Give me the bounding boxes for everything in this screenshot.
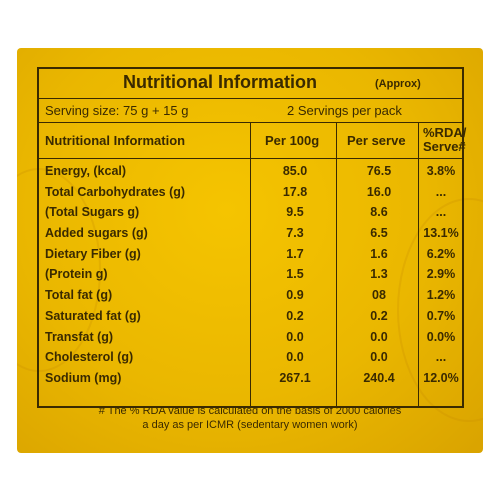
rda-value: ...	[435, 184, 447, 199]
per-100g-value: 0.2	[286, 308, 304, 323]
nutrient-name: Sodium (mg)	[45, 370, 122, 385]
header-rda: %RDA/ Serve#	[423, 123, 466, 157]
nutrient-name: (Total Sugars g)	[45, 205, 140, 220]
nutrient-name: Added sugars (g)	[45, 226, 148, 241]
table-row: Added sugars (g) 7.3 6.5 13.1%	[39, 223, 462, 244]
per-serve-value: 16.0	[366, 184, 392, 199]
title-row: Nutritional Information (Approx)	[39, 69, 462, 99]
serving-row: Serving size: 75 g + 15 g 2 Servings per…	[39, 99, 462, 123]
per-serve-value: 240.4	[363, 370, 395, 385]
rda-value: 13.1%	[423, 226, 459, 241]
table-row: Total Carbohydrates (g) 17.8 16.0...	[39, 182, 462, 203]
per-serve-value: 8.6	[370, 205, 388, 220]
nutrient-name: Dietary Fiber (g)	[45, 246, 141, 261]
header-per-serve: Per serve	[347, 132, 406, 148]
per-serve-value: 08	[372, 288, 386, 303]
nutrient-name: Total fat (g)	[45, 288, 113, 303]
serving-size: Serving size: 75 g + 15 g	[45, 103, 189, 118]
per-serve-value: 76.5	[366, 164, 392, 178]
rda-value: 0.0%	[426, 329, 456, 344]
rda-value: ...	[435, 350, 447, 365]
per-serve-value: 0.0	[370, 329, 388, 344]
nutrition-table: Nutritional Information (Approx) Serving…	[37, 67, 466, 408]
nutrient-name: Cholesterol (g)	[45, 350, 134, 365]
table-title: Nutritional Information	[123, 72, 317, 92]
nutrient-name: Transfat (g)	[45, 329, 114, 344]
footnote-line-2: a day as per ICMR (sedentary women work)	[142, 419, 358, 431]
per-serve-value: 1.3	[370, 267, 388, 282]
per-100g-value: 267.1	[279, 370, 311, 385]
rda-footnote: # The % RDA value is calculated on the b…	[17, 404, 483, 432]
per-100g-value: 1.5	[286, 267, 304, 282]
header-per-100g: Per 100g	[265, 132, 320, 148]
header-rda-line2: Serve#	[423, 139, 466, 154]
table-row: Sodium (mg) 267.1 240.4 12.0%	[39, 368, 462, 389]
rda-value: 0.7%	[426, 308, 456, 323]
table-row: Total fat (g) 0.9 08 1.2%	[39, 285, 462, 306]
header-rda-line1: %RDA/	[423, 125, 467, 140]
per-100g-value: 9.5	[286, 205, 304, 220]
nutrient-name: Total Carbohydrates (g)	[45, 184, 186, 199]
column-divider	[418, 123, 419, 406]
per-serve-value: 0.2	[370, 308, 388, 323]
table-row: Transfat (g) 0.0 0.0 0.0%	[39, 327, 462, 348]
table-row: Dietary Fiber (g) 1.7 1.6 6.2%	[39, 244, 462, 265]
table-row: Saturated fat (g) 0.2 0.2 0.7%	[39, 306, 462, 327]
per-100g-value: 0.9	[286, 288, 304, 303]
servings-per-pack: 2 Servings per pack	[287, 103, 402, 118]
approx-label: (Approx)	[375, 78, 421, 90]
footnote-line-1: # The % RDA value is calculated on the b…	[98, 405, 402, 417]
nutrient-name: Saturated fat (g)	[45, 308, 141, 323]
table-row: (Protein g) 1.5 1.3 2.9%	[39, 264, 462, 285]
nutrient-name: (Protein g)	[45, 267, 108, 282]
rda-value: 2.9%	[426, 267, 456, 282]
per-serve-value: 6.5	[370, 226, 388, 241]
rda-value: 12.0%	[423, 370, 459, 385]
rda-value: ...	[435, 205, 447, 220]
rda-value: 1.2%	[426, 288, 456, 303]
rda-value: 3.8%	[426, 164, 456, 178]
per-serve-value: 1.6	[370, 246, 388, 261]
rda-value: 6.2%	[426, 246, 456, 261]
per-100g-value: 0.0	[286, 329, 304, 344]
per-serve-value: 0.0	[370, 350, 388, 365]
nutrient-name: Energy, (kcal)	[45, 164, 127, 178]
table-row: (Total Sugars g) 9.5 8.6...	[39, 202, 462, 223]
table-body: Energy, (kcal) 85.0 76.5 3.8% Total Carbohy…	[39, 161, 462, 389]
nutrition-panel: Nutritional Information (Approx) Serving…	[17, 48, 483, 453]
column-divider	[250, 123, 251, 406]
table-row: Energy, (kcal) 85.0 76.5 3.8%	[39, 161, 462, 182]
header-nutrient: Nutritional Information	[45, 132, 186, 148]
per-100g-value: 1.7	[286, 246, 304, 261]
per-100g-value: 17.8	[282, 184, 308, 199]
table-row: Cholesterol (g) 0.0 0.0...	[39, 347, 462, 368]
per-100g-value: 0.0	[286, 350, 304, 365]
per-100g-value: 85.0	[282, 164, 308, 178]
per-100g-value: 7.3	[286, 226, 304, 241]
column-divider	[336, 123, 337, 406]
